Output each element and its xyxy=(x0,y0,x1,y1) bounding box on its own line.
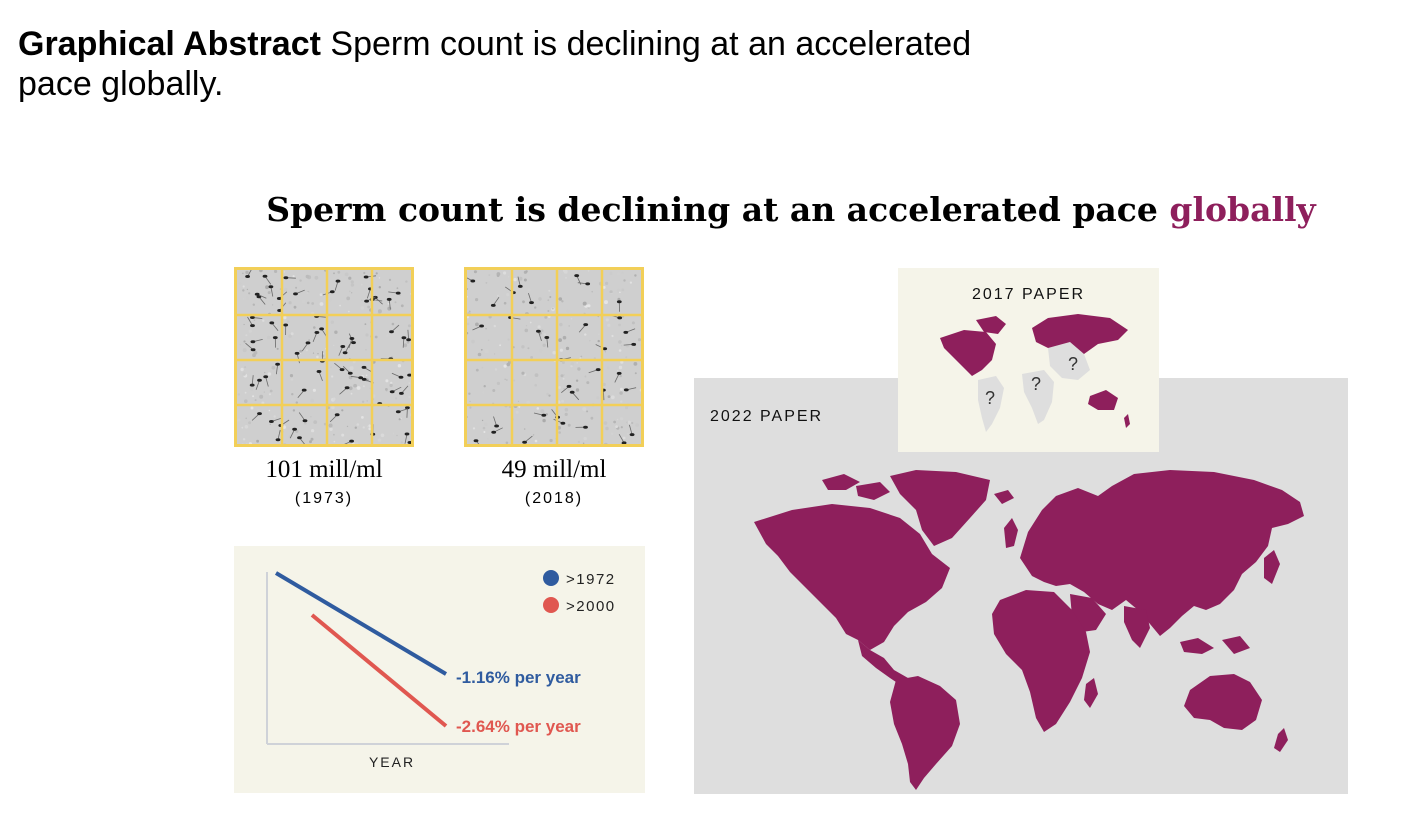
trend-line-2000 xyxy=(310,613,448,728)
sample-year-1973: (1973) xyxy=(294,490,354,507)
world-map-2022 xyxy=(754,470,1304,790)
unknown-regions xyxy=(978,342,1090,432)
micrograph-2018-image xyxy=(467,270,641,444)
map-label-2022: 2022 PAPER xyxy=(710,408,824,425)
sample-value-1973: 101 mill/ml xyxy=(265,456,383,483)
legend-dot-1972 xyxy=(543,570,559,586)
abstract-title: Sperm count is declining at an accelerat… xyxy=(0,190,1402,229)
figure-heading: Graphical Abstract Sperm count is declin… xyxy=(18,24,1118,104)
abstract-title-accent: globally xyxy=(1169,190,1316,229)
rate-label-2000: -2.64% per year xyxy=(456,717,581,736)
micrograph-1973-image xyxy=(237,270,411,444)
map-label-2017: 2017 PAPER xyxy=(971,286,1086,303)
legend-label-2000: >2000 xyxy=(566,598,616,615)
micrograph-2018 xyxy=(464,267,644,447)
abstract-title-text: Sperm count is declining at an accelerat… xyxy=(266,190,1158,229)
heading-line1: Sperm count is declining at an accelerat… xyxy=(330,25,972,63)
micrograph-1973 xyxy=(234,267,414,447)
sample-year-2018: (2018) xyxy=(524,490,584,507)
known-regions xyxy=(940,314,1130,428)
question-mark-asia: ? xyxy=(1068,354,1078,374)
trend-line-1972 xyxy=(274,571,448,676)
trend-diagram: >1972 >2000 -1.16% per year -2.64% per y… xyxy=(266,570,616,770)
x-axis-label: YEAR xyxy=(369,754,415,770)
question-mark-south-america: ? xyxy=(985,388,995,408)
heading-bold: Graphical Abstract xyxy=(18,25,321,63)
question-mark-africa: ? xyxy=(1031,374,1041,394)
rate-label-1972: -1.16% per year xyxy=(456,668,581,687)
sample-value-2018: 49 mill/ml xyxy=(501,456,607,483)
legend-label-1972: >1972 xyxy=(566,571,616,588)
legend-dot-2000 xyxy=(543,597,559,613)
world-map-2017: ? ? ? xyxy=(940,314,1130,432)
trend-panel: >1972 >2000 -1.16% per year -2.64% per y… xyxy=(234,546,645,793)
heading-line2: pace globally. xyxy=(18,65,224,103)
map-panel-2017: 2017 PAPER ? ? ? xyxy=(898,268,1159,452)
